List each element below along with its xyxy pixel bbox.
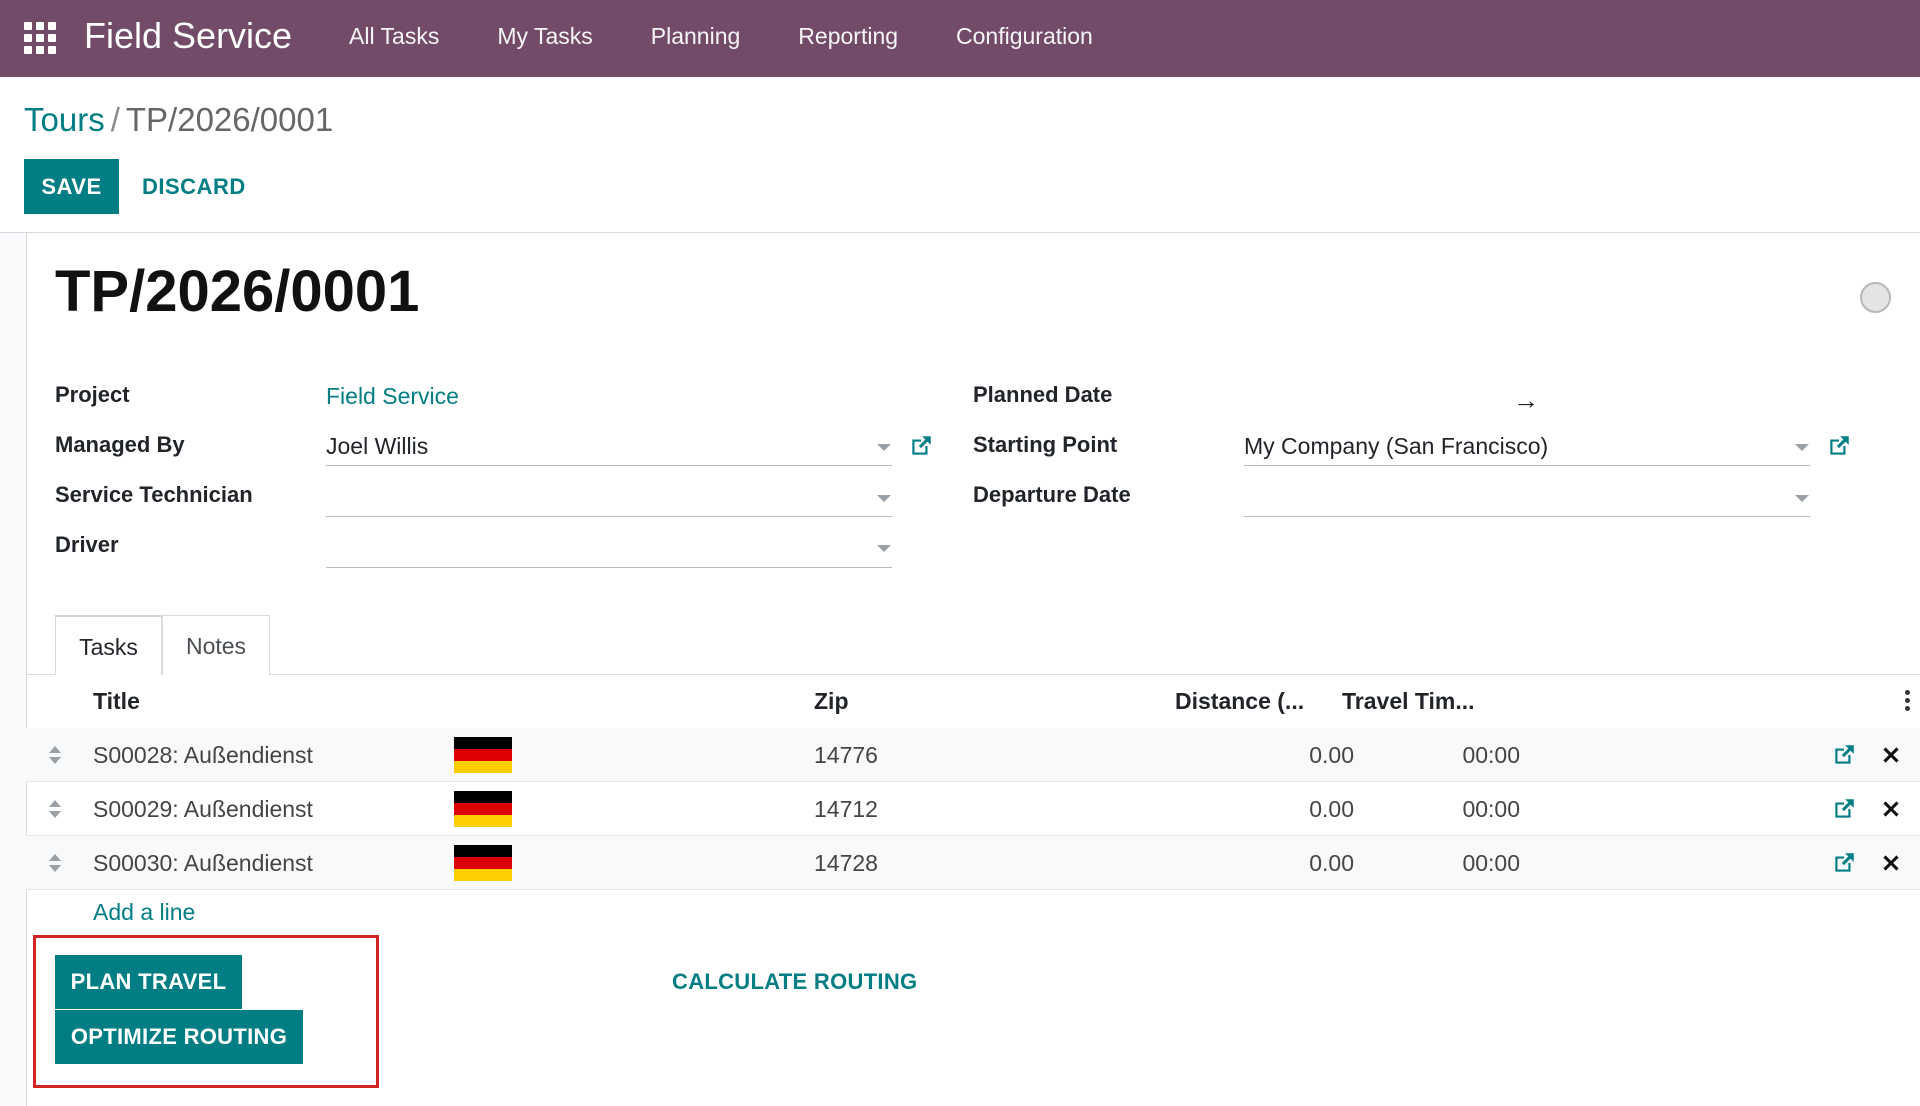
column-header-title[interactable]: Title [93, 688, 140, 714]
open-record-external-link-icon[interactable] [1831, 742, 1857, 768]
managed-by-underline [326, 465, 892, 466]
app-brand[interactable]: Field Service [84, 15, 293, 56]
menu-all-tasks[interactable]: All Tasks [349, 23, 440, 49]
travel-time-cell[interactable]: 00:00 [1462, 850, 1520, 876]
starting-point-external-link-icon[interactable] [1826, 433, 1852, 459]
menu-configuration[interactable]: Configuration [956, 23, 1093, 49]
column-header-travel-time[interactable]: Travel Tim... [1342, 688, 1475, 714]
app-grid-icon[interactable] [24, 22, 56, 54]
germany-flag-icon [454, 791, 512, 827]
travel-time-cell[interactable]: 00:00 [1462, 796, 1520, 822]
breadcrumb-current: TP/2026/0001 [125, 101, 334, 138]
delete-row-icon[interactable] [1878, 850, 1904, 876]
departure-date-underline [1244, 516, 1810, 517]
driver-dropdown-icon[interactable] [877, 545, 891, 552]
optional-columns-icon[interactable] [1905, 690, 1911, 712]
germany-flag-icon [454, 845, 512, 881]
managed-by-label: Managed By [55, 432, 185, 457]
delete-row-icon[interactable] [1878, 742, 1904, 768]
plan-travel-button[interactable]: PLAN TRAVEL [55, 955, 242, 1009]
discard-button[interactable]: DISCARD [132, 159, 256, 214]
distance-cell[interactable]: 0.00 [1309, 742, 1354, 768]
top-navbar: Field Service All Tasks My Tasks Plannin… [0, 0, 1920, 77]
delete-row-icon[interactable] [1878, 796, 1904, 822]
starting-point-field[interactable]: My Company (San Francisco) [1244, 433, 1549, 459]
breadcrumb: Tours / TP/2026/0001 [24, 100, 333, 140]
service-technician-underline [326, 516, 892, 517]
column-header-distance[interactable]: Distance (... [1175, 688, 1305, 714]
project-label: Project [55, 382, 130, 407]
task-title-cell[interactable]: S00030: Außendienst [93, 850, 313, 876]
menu-my-tasks[interactable]: My Tasks [497, 23, 593, 49]
starting-point-label: Starting Point [973, 432, 1118, 457]
managed-by-field[interactable]: Joel Willis [326, 433, 429, 459]
planned-date-label: Planned Date [973, 382, 1113, 407]
drag-handle-icon[interactable] [48, 744, 62, 766]
tab-notes[interactable]: Notes [162, 615, 270, 675]
form-sheet [26, 233, 1920, 1106]
distance-cell[interactable]: 0.00 [1309, 796, 1354, 822]
managed-by-external-link-icon[interactable] [908, 433, 934, 459]
table-row[interactable]: S00029: Außendienst 14712 0.00 00:00 [26, 782, 1920, 836]
departure-date-field[interactable] [1244, 481, 1784, 511]
driver-label: Driver [55, 532, 119, 557]
tabs-divider [26, 674, 1920, 675]
record-title[interactable]: TP/2026/0001 [55, 259, 420, 324]
distance-cell[interactable]: 0.00 [1309, 850, 1354, 876]
breadcrumb-separator: / [110, 101, 120, 138]
zip-cell[interactable]: 14728 [814, 850, 878, 876]
open-record-external-link-icon[interactable] [1831, 850, 1857, 876]
project-value-link[interactable]: Field Service [326, 383, 459, 409]
starting-point-dropdown-icon[interactable] [1795, 444, 1809, 451]
task-title-cell[interactable]: S00029: Außendienst [93, 796, 313, 822]
managed-by-dropdown-icon[interactable] [877, 444, 891, 451]
travel-time-cell[interactable]: 00:00 [1462, 742, 1520, 768]
planned-date-arrow-icon: → [1513, 385, 1539, 415]
departure-date-label: Departure Date [973, 482, 1131, 507]
calculate-routing-button[interactable]: CALCULATE ROUTING [672, 964, 917, 1000]
add-a-line-link[interactable]: Add a line [93, 899, 196, 925]
service-technician-label: Service Technician [55, 482, 253, 507]
zip-cell[interactable]: 14776 [814, 742, 878, 768]
drag-handle-icon[interactable] [48, 798, 62, 820]
service-technician-dropdown-icon[interactable] [877, 495, 891, 502]
driver-underline [326, 567, 892, 568]
breadcrumb-tours-link[interactable]: Tours [24, 101, 105, 138]
form-divider [0, 232, 1920, 233]
germany-flag-icon [454, 737, 512, 773]
menu-reporting[interactable]: Reporting [798, 23, 899, 49]
table-row[interactable]: S00030: Außendienst 14728 0.00 00:00 [26, 836, 1920, 890]
main-menu: All Tasks My Tasks Planning Reporting Co… [349, 20, 1151, 52]
menu-planning[interactable]: Planning [650, 23, 741, 49]
departure-date-dropdown-icon[interactable] [1795, 495, 1809, 502]
highlight-annotation-box [33, 935, 379, 1088]
tab-tasks[interactable]: Tasks [55, 615, 162, 675]
service-technician-field[interactable] [326, 481, 866, 511]
driver-field[interactable] [326, 531, 866, 561]
optimize-routing-button[interactable]: OPTIMIZE ROUTING [55, 1010, 303, 1064]
task-title-cell[interactable]: S00028: Außendienst [93, 742, 313, 768]
zip-cell[interactable]: 14712 [814, 796, 878, 822]
drag-handle-icon[interactable] [48, 852, 62, 874]
status-indicator[interactable] [1860, 282, 1891, 313]
save-button[interactable]: SAVE [24, 159, 119, 214]
open-record-external-link-icon[interactable] [1831, 796, 1857, 822]
table-row[interactable]: S00028: Außendienst 14776 0.00 00:00 [26, 728, 1920, 782]
starting-point-underline [1244, 465, 1810, 466]
column-header-zip[interactable]: Zip [814, 688, 849, 714]
